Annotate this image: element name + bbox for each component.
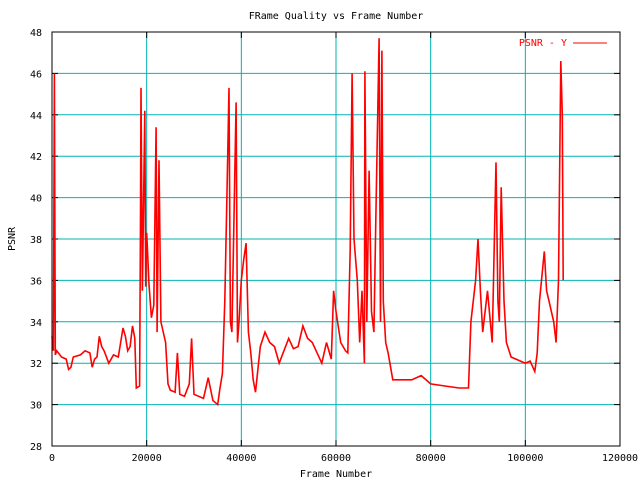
series-layer <box>51 38 565 407</box>
legend-label: PSNR - Y <box>519 38 567 49</box>
x-tick-label: 120000 <box>602 453 638 464</box>
x-tick-label: 100000 <box>507 453 543 464</box>
y-tick-label: 32 <box>30 359 42 370</box>
series-line-psnr-y <box>51 38 565 407</box>
x-tick-label: 80000 <box>416 453 446 464</box>
y-tick-label: 40 <box>30 194 42 205</box>
y-tick-label: 30 <box>30 401 42 412</box>
y-tick-label: 36 <box>30 276 42 287</box>
x-tick-label: 40000 <box>226 453 256 464</box>
grid-lines <box>51 31 621 447</box>
x-tick-label: 0 <box>49 453 55 464</box>
y-tick-label: 42 <box>30 152 42 163</box>
y-tick-label: 44 <box>30 111 42 122</box>
y-axis-label: PSNR <box>7 226 18 251</box>
tick-labels: 28 30 32 34 36 38 40 42 44 46 48 0 20000 40000 60000 80… <box>30 28 638 464</box>
y-tick-label: 48 <box>30 28 42 39</box>
x-tick-label: 20000 <box>132 453 162 464</box>
y-tick-label: 34 <box>30 318 42 329</box>
x-tick-label: 60000 <box>321 453 351 464</box>
y-tick-label: 46 <box>30 69 42 80</box>
chart-title: FRame Quality vs Frame Number <box>249 11 424 22</box>
x-axis-label: Frame Number <box>300 469 372 480</box>
legend: PSNR - Y <box>519 38 607 49</box>
y-tick-label: 28 <box>30 442 42 453</box>
y-tick-label: 38 <box>30 235 42 246</box>
plot-frame <box>51 31 621 447</box>
